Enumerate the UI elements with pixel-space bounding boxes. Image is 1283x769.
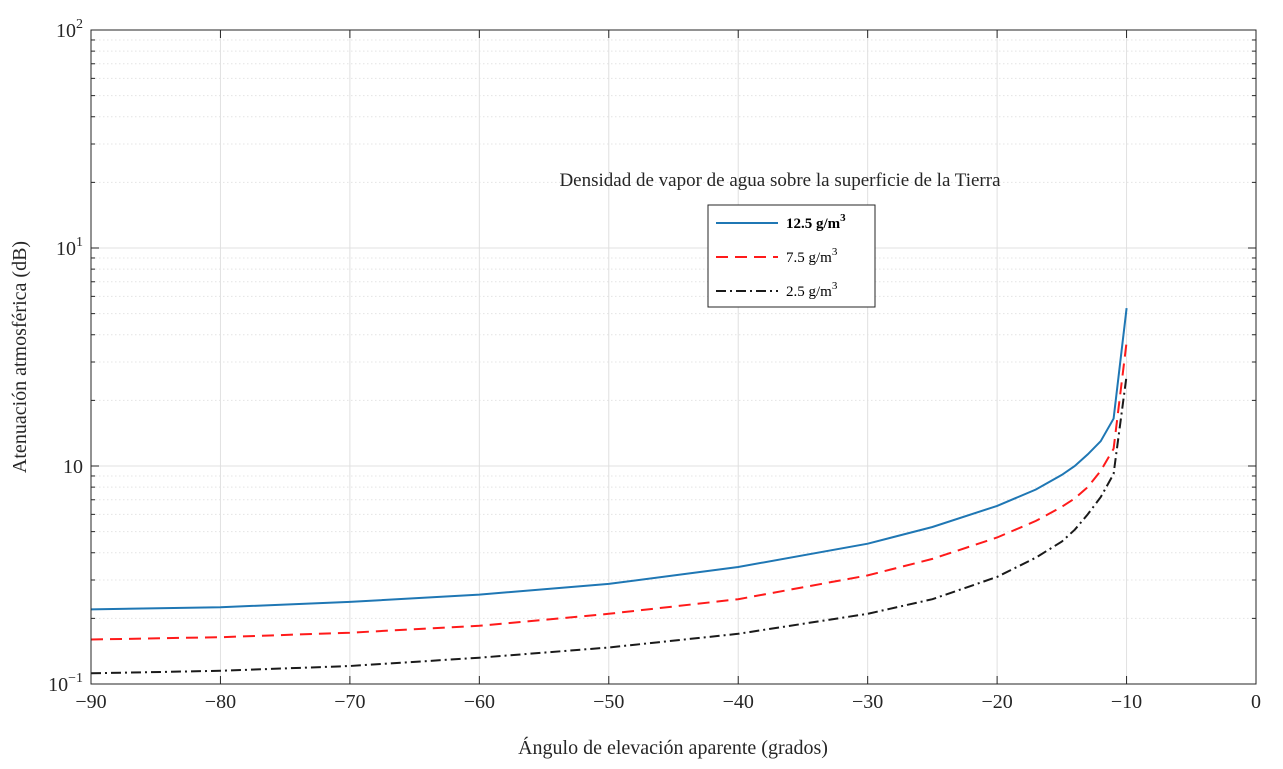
series-line-2 xyxy=(90,341,1128,641)
x-tick-label: −80 xyxy=(205,691,236,713)
series-line-3 xyxy=(90,375,1128,675)
y-tick-label: 10−1 xyxy=(48,671,83,696)
minor-grid xyxy=(91,39,1256,619)
x-tick-label: −10 xyxy=(1111,691,1142,713)
plot-frame xyxy=(90,29,1257,685)
legend: 12.5 g/m3 7.5 g/m3 2.5 g/m3 xyxy=(707,204,876,308)
tick-marks xyxy=(90,29,1257,685)
x-tick-label: −70 xyxy=(334,691,365,713)
x-tick-label: −20 xyxy=(981,691,1012,713)
y-tick-label: 10 xyxy=(63,456,83,478)
x-tick-label: −40 xyxy=(723,691,754,713)
legend-label-1: 12.5 g/m3 xyxy=(786,212,846,232)
major-grid xyxy=(91,30,1256,684)
y-axis-label: Atenuación atmosférica (dB) xyxy=(9,241,31,473)
x-tick-label: −60 xyxy=(464,691,495,713)
legend-label-2: 7.5 g/m3 xyxy=(786,246,838,266)
x-tick-label: −50 xyxy=(593,691,624,713)
x-tick-labels: −90 −80 −70 −60 −50 −40 −30 −20 −10 0 xyxy=(75,691,1261,713)
y-tick-label: 101 xyxy=(56,235,83,260)
x-tick-label: −90 xyxy=(75,691,106,713)
series-layer xyxy=(90,307,1128,675)
x-axis-label: Ángulo de elevación aparente (grados) xyxy=(518,736,828,759)
legend-label-3: 2.5 g/m3 xyxy=(786,280,838,300)
x-tick-label: −30 xyxy=(852,691,883,713)
x-tick-label: 0 xyxy=(1251,691,1261,713)
legend-annotation: Densidad de vapor de agua sobre la super… xyxy=(559,170,1001,191)
series-line-1 xyxy=(90,307,1128,611)
y-tick-label: 102 xyxy=(56,17,83,42)
y-tick-labels: 10−1 10 101 102 xyxy=(48,17,83,696)
